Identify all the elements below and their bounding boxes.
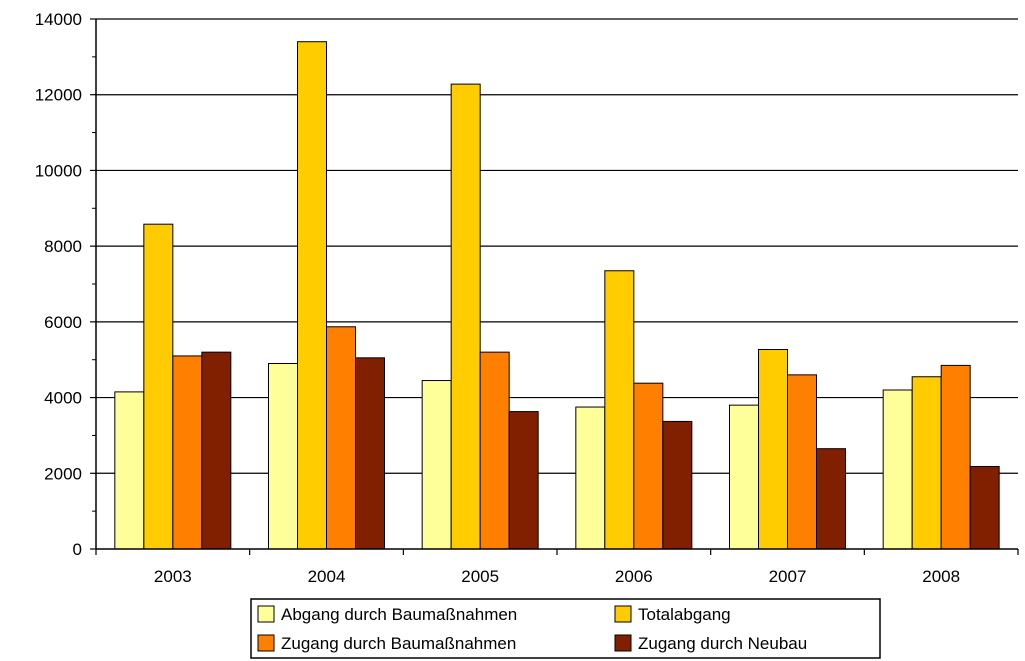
x-tick-label: 2007 (769, 567, 807, 586)
legend-label: Abgang durch Baumaßnahmen (281, 605, 517, 624)
legend-label: Totalabgang (638, 605, 731, 624)
bar-2-2003 (143, 223, 174, 550)
bar-3-2004 (326, 326, 356, 550)
bar-1-2006 (575, 406, 606, 550)
y-tick-label: 6000 (44, 313, 82, 332)
axes (95, 19, 1018, 550)
x-axis-labels: 2003 2004 2005 2006 2007 2008 (95, 549, 1019, 586)
y-axis-ticks: 0 2000 4000 6000 8000 10000 12000 14000 (35, 10, 96, 559)
bar-4-2007 (816, 448, 846, 550)
legend-label: Zugang durch Neubau (638, 634, 807, 653)
y-tick-label: 10000 (35, 161, 82, 180)
bar-1-2005 (421, 380, 452, 550)
bar-4-2006 (662, 420, 693, 550)
bar-2-2007 (758, 348, 788, 550)
legend-item: Abgang durch Baumaßnahmen (257, 605, 517, 624)
y-tick-label: 4000 (44, 389, 82, 408)
bars-group (114, 41, 1000, 550)
x-tick-label: 2005 (461, 567, 499, 586)
bar-3-2005 (479, 351, 510, 550)
bar-3-2003 (172, 355, 203, 550)
bar-2-2005 (450, 83, 481, 550)
y-tick-label: 0 (73, 540, 82, 559)
legend-box (250, 598, 881, 659)
bar-4-2004 (355, 357, 385, 550)
bar-4-2003 (201, 351, 232, 550)
bar-2-2004 (297, 41, 327, 550)
legend-swatch (257, 634, 275, 652)
bar-4-2008 (969, 465, 1000, 550)
bar-2-2006 (604, 270, 635, 550)
bar-3-2008 (940, 364, 971, 550)
legend-item: Zugang durch Neubau (614, 634, 807, 653)
bar-1-2007 (729, 404, 759, 550)
legend-item: Zugang durch Baumaßnahmen (257, 634, 516, 653)
legend-label: Zugang durch Baumaßnahmen (281, 634, 516, 653)
y-tick-label: 2000 (44, 464, 82, 483)
legend-swatch (257, 605, 275, 623)
legend: Abgang durch Baumaßnahmen Totalabgang Zu… (250, 598, 881, 659)
y-tick-label: 12000 (35, 86, 82, 105)
x-tick-label: 2003 (154, 567, 192, 586)
y-tick-label: 8000 (44, 237, 82, 256)
bar-3-2007 (787, 374, 817, 550)
legend-swatch (614, 605, 632, 623)
x-tick-label: 2006 (615, 567, 653, 586)
bar-1-2004 (268, 363, 298, 550)
bar-4-2005 (508, 411, 539, 550)
x-tick-label: 2008 (922, 567, 960, 586)
bar-1-2008 (882, 389, 913, 550)
x-tick-label: 2004 (308, 567, 346, 586)
bar-3-2006 (633, 382, 664, 550)
gridlines (96, 18, 1018, 474)
bar-2-2008 (911, 376, 942, 550)
y-tick-label: 14000 (35, 10, 82, 29)
legend-swatch (614, 634, 632, 652)
legend-item: Totalabgang (614, 605, 731, 624)
bar-1-2003 (114, 391, 145, 550)
